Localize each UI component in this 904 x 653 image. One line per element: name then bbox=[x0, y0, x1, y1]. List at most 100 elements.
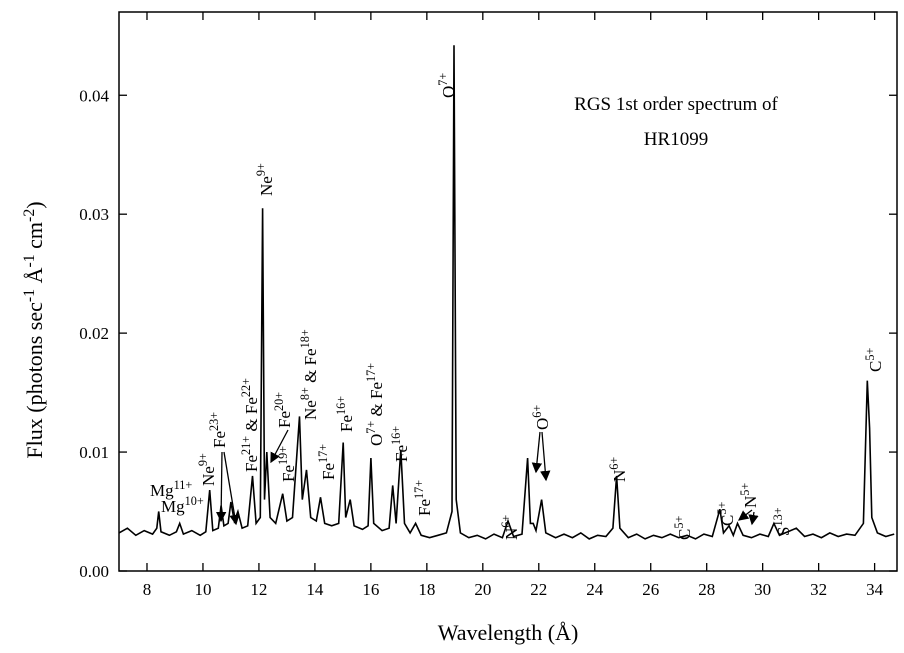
peak-label: N5+ bbox=[738, 483, 760, 508]
x-axis-label: Wavelength (Å) bbox=[438, 620, 579, 645]
peak-label: Mg11+ bbox=[150, 478, 192, 500]
peak-label: N6+ bbox=[607, 457, 629, 482]
x-tick-label: 24 bbox=[586, 580, 604, 599]
text-part: Fe bbox=[319, 463, 338, 480]
text-part: 10+ bbox=[185, 494, 204, 508]
x-tick-label: 26 bbox=[642, 580, 659, 599]
peak-label: S13+ bbox=[771, 507, 793, 536]
peak-label: Fe19+ bbox=[276, 446, 298, 482]
text-part: 17+ bbox=[364, 363, 378, 382]
text-part: N bbox=[502, 528, 521, 540]
peak-label: Ne9+ bbox=[196, 453, 218, 486]
peak-label: Fe17+ bbox=[412, 480, 434, 516]
peak-label: Ne9+ bbox=[254, 163, 276, 196]
arrow bbox=[540, 431, 551, 482]
text-part: Fe bbox=[392, 445, 411, 462]
x-tick-label: 16 bbox=[362, 580, 379, 599]
chart-title: RGS 1st order spectrum of bbox=[574, 94, 778, 115]
text-part: 6+ bbox=[607, 457, 621, 470]
arrow bbox=[748, 511, 759, 526]
x-tick-label: 30 bbox=[754, 580, 771, 599]
text-part: 17+ bbox=[316, 444, 330, 463]
peak-label: C5+ bbox=[672, 516, 694, 540]
x-tick-label: 8 bbox=[143, 580, 152, 599]
chart-title: HR1099 bbox=[644, 129, 708, 150]
text-part: Flux (photons sec bbox=[22, 302, 47, 459]
x-tick-label: 14 bbox=[306, 580, 324, 599]
peak-label: Fe16+ bbox=[389, 426, 411, 462]
peak-label: Fe16+ bbox=[334, 396, 356, 432]
x-tick-label: 22 bbox=[530, 580, 547, 599]
text-part: Fe bbox=[279, 465, 298, 482]
text-part: Fe bbox=[210, 431, 229, 448]
text-part: Fe bbox=[275, 411, 294, 428]
peak-label: C5+ bbox=[715, 502, 737, 526]
x-tick-label: 18 bbox=[418, 580, 435, 599]
text-part: O bbox=[533, 418, 552, 430]
plot-frame bbox=[118, 11, 898, 572]
text-part: C bbox=[866, 361, 885, 372]
text-part: -2 bbox=[21, 209, 38, 222]
text-part: S bbox=[774, 527, 793, 536]
peak-label: O6+ bbox=[530, 405, 552, 430]
text-part: 6+ bbox=[499, 515, 513, 528]
text-part: 13+ bbox=[771, 507, 785, 526]
text-part: O bbox=[439, 86, 458, 98]
text-part: 7+ bbox=[364, 421, 378, 434]
peak-label: O7+ & Fe17+ bbox=[364, 363, 386, 446]
text-part: 16+ bbox=[389, 426, 403, 445]
text-part: 5+ bbox=[715, 502, 729, 515]
text-part: & Fe bbox=[301, 348, 320, 387]
text-part: Fe bbox=[242, 455, 261, 472]
text-part: 8+ bbox=[298, 387, 312, 400]
peak-label: Fe20+ bbox=[272, 392, 294, 428]
x-tick-label: 32 bbox=[810, 580, 827, 599]
arrow bbox=[223, 451, 240, 526]
x-tick-label: 12 bbox=[250, 580, 267, 599]
text-part: Ne bbox=[199, 466, 218, 486]
text-part: Mg bbox=[150, 481, 174, 500]
text-part: 17+ bbox=[412, 480, 426, 499]
x-tick-label: 34 bbox=[866, 580, 884, 599]
y-tick-label: 0.03 bbox=[79, 205, 109, 224]
peak-label: Fe23+ bbox=[207, 412, 229, 448]
text-part: C bbox=[675, 529, 694, 540]
text-part: & Fe bbox=[242, 397, 261, 436]
text-part: C bbox=[718, 515, 737, 526]
text-part: 20+ bbox=[272, 392, 286, 411]
text-part: 22+ bbox=[239, 378, 253, 397]
text-part: Fe bbox=[415, 499, 434, 516]
arrow bbox=[737, 509, 753, 521]
text-part: -1 bbox=[21, 289, 38, 302]
arrow bbox=[531, 431, 543, 474]
y-tick-label: 0.01 bbox=[79, 443, 109, 462]
x-tick-label: 28 bbox=[698, 580, 715, 599]
peak-label: C5+ bbox=[863, 348, 885, 372]
text-part: 9+ bbox=[254, 163, 268, 176]
x-tick-label: 20 bbox=[474, 580, 491, 599]
text-part: Ne bbox=[257, 176, 276, 196]
text-part: Fe bbox=[337, 415, 356, 432]
y-axis-label: Flux (photons sec-1 Å-1 cm-2) bbox=[21, 201, 48, 458]
text-part: -1 bbox=[21, 254, 38, 267]
text-part: N bbox=[610, 470, 629, 482]
text-part: 7+ bbox=[436, 73, 450, 86]
y-tick-label: 0.00 bbox=[79, 562, 109, 581]
peak-label: Mg10+ bbox=[161, 494, 204, 516]
text-part: Ne bbox=[301, 400, 320, 420]
text-part: ) bbox=[22, 201, 47, 208]
text-part: 6+ bbox=[530, 405, 544, 418]
text-part: 5+ bbox=[672, 516, 686, 529]
peak-label: O7+ bbox=[436, 73, 458, 98]
text-part: N bbox=[741, 496, 760, 508]
spectrum-line bbox=[118, 45, 895, 540]
peak-label: Ne8+ & Fe18+ bbox=[298, 329, 320, 420]
text-part: 5+ bbox=[863, 348, 877, 361]
text-part: 9+ bbox=[196, 453, 210, 466]
arrow bbox=[215, 451, 227, 523]
text-part: cm bbox=[22, 222, 47, 254]
text-part: 18+ bbox=[298, 329, 312, 348]
peak-label: Fe21+ & Fe22+ bbox=[239, 378, 261, 472]
text-part: 16+ bbox=[334, 396, 348, 415]
